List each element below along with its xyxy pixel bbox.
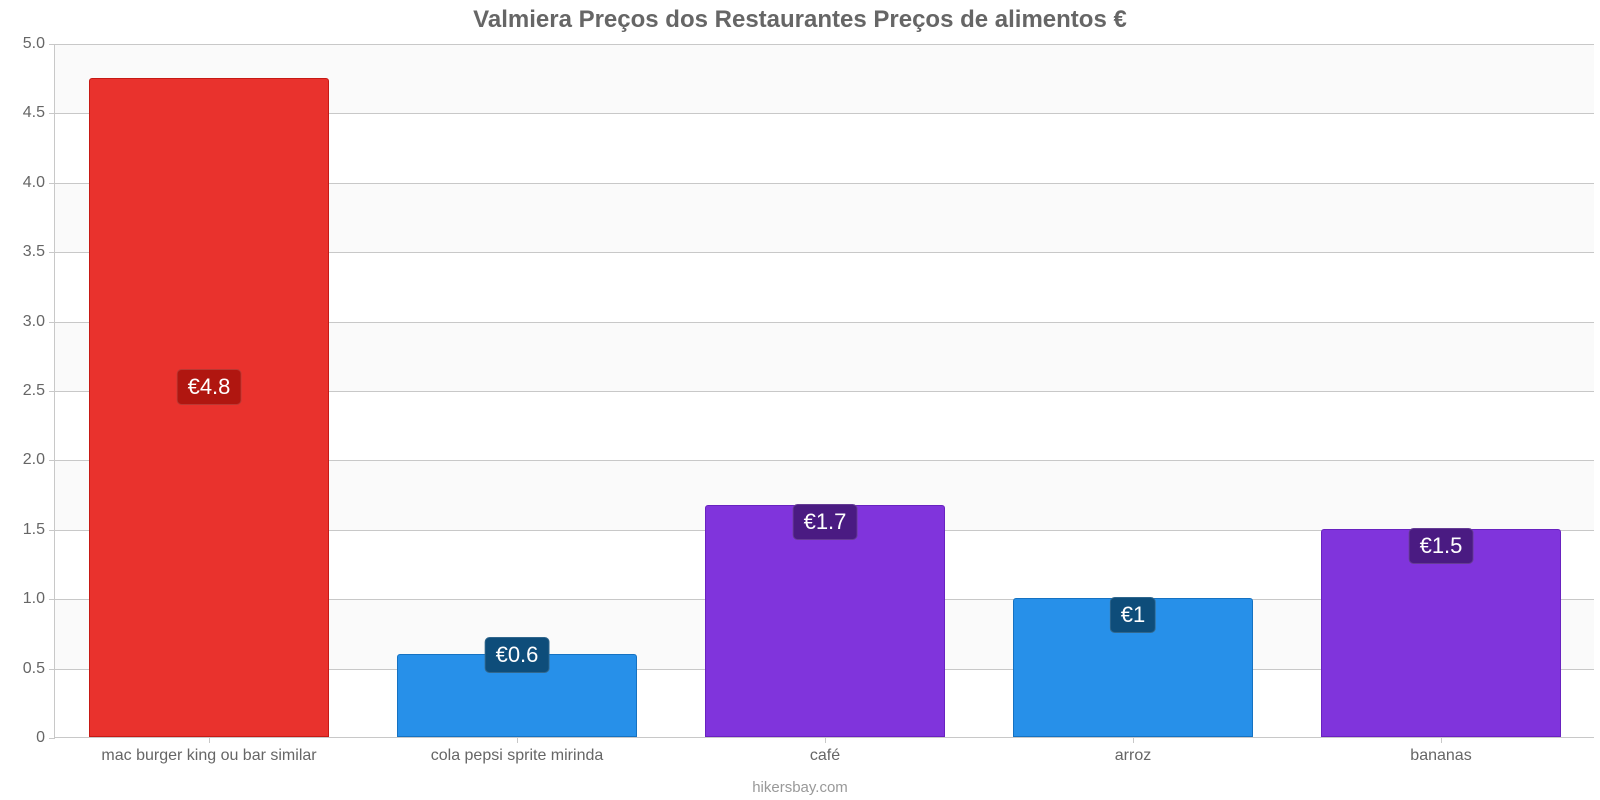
chart-title: Valmiera Preços dos Restaurantes Preços … [0, 6, 1600, 34]
y-tick-label: 1.0 [23, 590, 55, 608]
y-tick-label: 4.5 [23, 104, 55, 122]
y-tick-label: 0.5 [23, 660, 55, 678]
y-tick-label: 3.0 [23, 313, 55, 331]
y-tick-label: 0 [36, 729, 55, 747]
y-tick-label: 2.5 [23, 382, 55, 400]
bar-value-badge: €1 [1110, 597, 1156, 633]
y-tick-label: 4.0 [23, 174, 55, 192]
y-tick-label: 2.0 [23, 451, 55, 469]
plot-area: 00.51.01.52.02.53.03.54.04.55.0€4.8mac b… [54, 44, 1594, 738]
bar [89, 78, 329, 737]
y-tick-label: 1.5 [23, 521, 55, 539]
bar-value-badge: €4.8 [177, 369, 242, 405]
gridline [55, 44, 1594, 45]
bar-value-badge: €1.5 [1409, 528, 1474, 564]
x-tick-label: cola pepsi sprite mirinda [431, 737, 604, 765]
x-tick-label: bananas [1410, 737, 1471, 765]
y-tick-label: 3.5 [23, 243, 55, 261]
bar-value-badge: €0.6 [485, 637, 550, 673]
y-tick-label: 5.0 [23, 35, 55, 53]
x-tick-label: café [810, 737, 840, 765]
bar-value-badge: €1.7 [793, 504, 858, 540]
x-tick-label: mac burger king ou bar similar [101, 737, 316, 765]
chart-credit: hikersbay.com [0, 779, 1600, 796]
x-tick-label: arroz [1115, 737, 1151, 765]
chart-container: Valmiera Preços dos Restaurantes Preços … [0, 0, 1600, 800]
